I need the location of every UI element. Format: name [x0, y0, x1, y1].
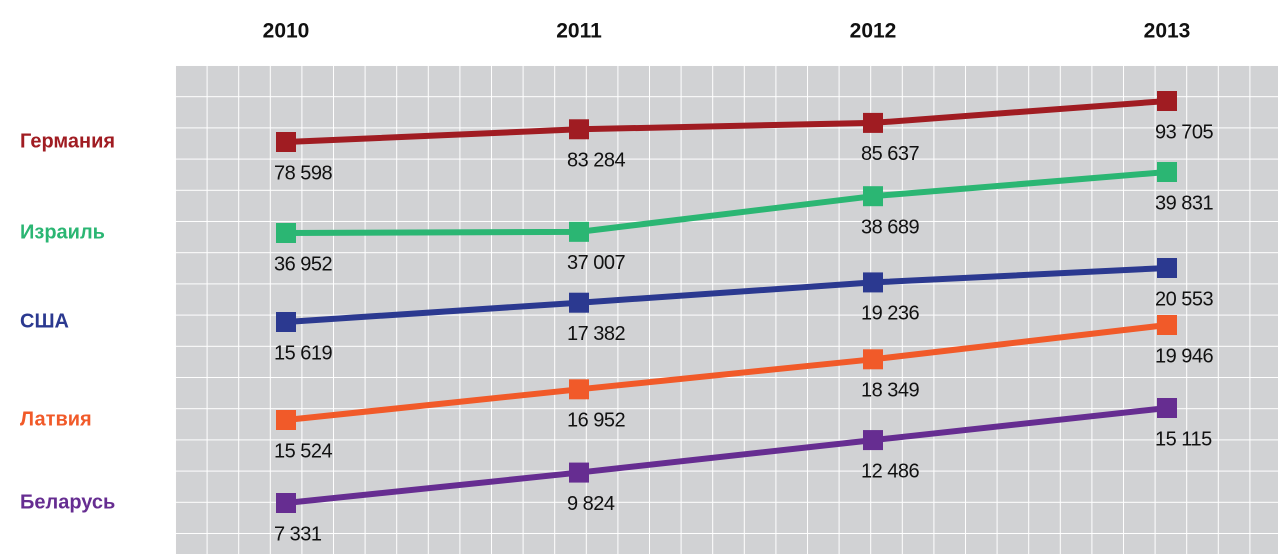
line [285, 169, 1168, 236]
line [285, 322, 1168, 423]
marker [863, 272, 883, 293]
marker [569, 119, 589, 140]
value-label: 93 705 [1155, 121, 1214, 143]
line [285, 98, 1168, 145]
value-label: 36 952 [274, 253, 333, 275]
marker [1157, 398, 1177, 418]
value-label: 7 331 [274, 523, 322, 545]
marker [569, 379, 589, 400]
marker [1157, 162, 1177, 182]
marker [1157, 91, 1177, 111]
marker [863, 349, 883, 370]
value-label: 20 553 [1155, 288, 1214, 310]
marker [569, 292, 589, 313]
marker [1157, 315, 1177, 335]
value-label: 37 007 [567, 252, 626, 274]
grid-background [175, 65, 1278, 554]
marker [863, 186, 883, 207]
marker [276, 410, 296, 430]
value-label: 78 598 [274, 162, 333, 184]
value-label: 9 824 [567, 493, 615, 515]
x-tick-label: 2011 [556, 20, 602, 43]
marker [276, 312, 296, 332]
value-label: 16 952 [567, 410, 626, 432]
marker [1157, 258, 1177, 278]
legend-label: Германия [20, 130, 115, 152]
value-label: 17 382 [567, 323, 626, 345]
x-tick-label: 2013 [1144, 20, 1191, 43]
legend-label: Латвия [20, 408, 92, 430]
legend-label: Беларусь [20, 491, 115, 513]
x-tick-label: 2010 [263, 20, 310, 43]
marker [569, 221, 589, 242]
value-label: 83 284 [567, 150, 626, 172]
value-label: 85 637 [861, 143, 920, 165]
value-label: 15 524 [274, 440, 333, 462]
value-label: 15 115 [1155, 428, 1212, 450]
marker [569, 462, 589, 483]
marker [863, 430, 883, 451]
legend-label: США [20, 310, 69, 332]
line [285, 265, 1168, 325]
line [285, 405, 1168, 506]
value-label: 38 689 [861, 216, 920, 238]
marker [276, 132, 296, 152]
marker [863, 112, 883, 133]
value-label: 12 486 [861, 460, 920, 482]
x-tick-label: 2012 [850, 20, 897, 43]
value-label: 18 349 [861, 380, 920, 402]
marker [276, 493, 296, 513]
value-label: 39 831 [1155, 192, 1214, 214]
marker [276, 223, 296, 243]
value-label: 19 236 [861, 303, 920, 325]
legend-label: Израиль [20, 221, 105, 243]
value-label: 15 619 [274, 342, 333, 364]
value-label: 19 946 [1155, 345, 1214, 367]
